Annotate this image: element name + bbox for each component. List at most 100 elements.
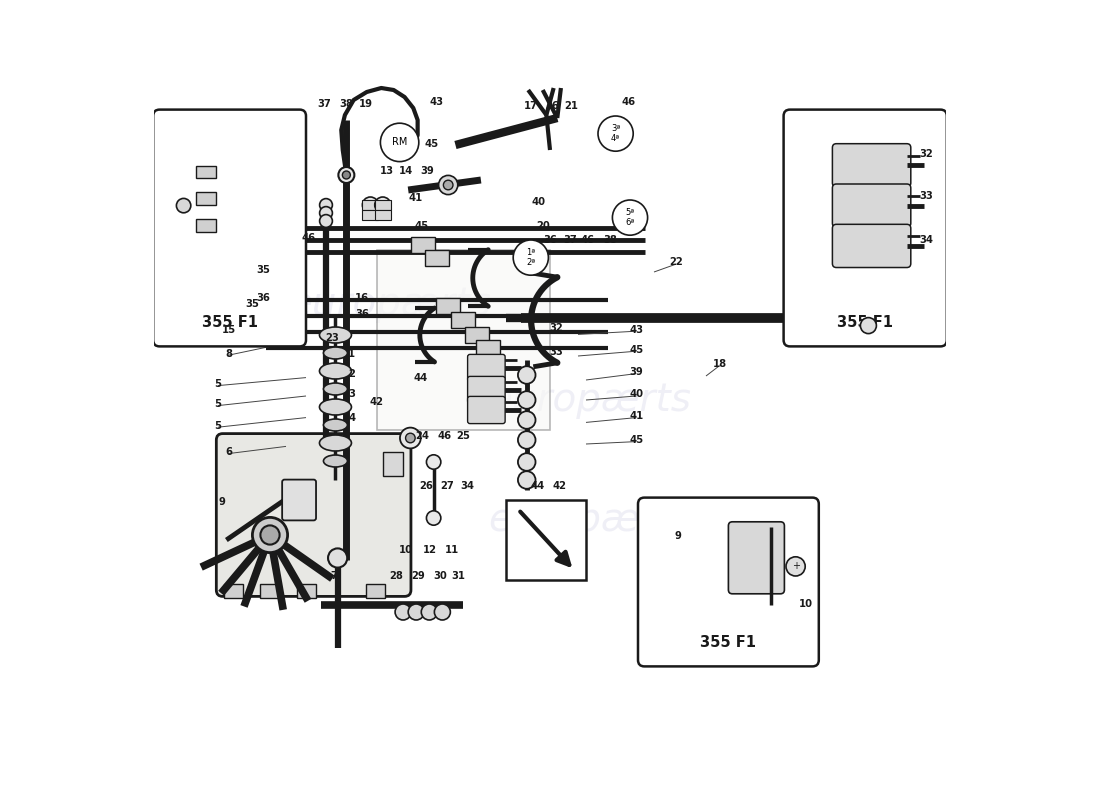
Bar [946, 0, 950, 800]
Circle shape [320, 198, 332, 211]
Circle shape [381, 123, 419, 162]
Text: 45: 45 [629, 345, 644, 354]
Text: 35: 35 [245, 299, 260, 309]
Text: 45: 45 [629, 435, 644, 445]
Text: europærts: europærts [488, 501, 692, 539]
FancyBboxPatch shape [833, 184, 911, 227]
Circle shape [786, 557, 805, 576]
Text: 38: 38 [339, 99, 353, 109]
Circle shape [421, 604, 438, 620]
Bar [465, 327, 490, 343]
Text: 22: 22 [670, 258, 683, 267]
Bar [150, 780, 950, 800]
Text: 33: 33 [550, 347, 563, 357]
Text: 9: 9 [219, 498, 225, 507]
Circle shape [514, 240, 549, 275]
Text: 24: 24 [415, 431, 429, 441]
Text: 43: 43 [629, 325, 644, 334]
Text: 20: 20 [537, 221, 550, 230]
Text: 5: 5 [214, 379, 221, 389]
Circle shape [518, 411, 536, 429]
Circle shape [439, 175, 458, 194]
Text: 15: 15 [221, 325, 235, 334]
Text: 9: 9 [674, 531, 681, 541]
Ellipse shape [323, 419, 348, 431]
Text: 46: 46 [621, 97, 636, 106]
Text: 2: 2 [349, 369, 355, 378]
FancyBboxPatch shape [468, 396, 505, 424]
Text: 13: 13 [379, 166, 394, 176]
Text: 46: 46 [438, 431, 451, 441]
Text: 44: 44 [414, 373, 428, 382]
Text: 43: 43 [429, 97, 443, 106]
Text: 34: 34 [918, 235, 933, 245]
Text: 355 F1: 355 F1 [701, 634, 757, 650]
Circle shape [395, 604, 411, 620]
Text: 36: 36 [546, 101, 559, 110]
Polygon shape [377, 250, 550, 430]
Circle shape [518, 391, 536, 409]
Circle shape [598, 116, 634, 151]
Circle shape [339, 167, 354, 183]
Text: 32: 32 [920, 149, 933, 158]
Text: 25: 25 [456, 431, 471, 441]
Ellipse shape [323, 383, 348, 395]
Circle shape [518, 431, 536, 449]
Text: 31: 31 [451, 571, 465, 581]
Text: 7: 7 [331, 571, 338, 581]
Text: +: + [792, 562, 800, 571]
Text: 10: 10 [799, 599, 813, 609]
Text: 1: 1 [348, 350, 355, 359]
Text: 12: 12 [424, 545, 437, 554]
Circle shape [427, 510, 441, 525]
Text: 355 F1: 355 F1 [202, 314, 258, 330]
Circle shape [518, 453, 536, 470]
Text: 46: 46 [581, 235, 595, 245]
Text: 44: 44 [530, 481, 544, 490]
Text: 41: 41 [408, 193, 422, 202]
Text: 4: 4 [348, 413, 355, 422]
Text: 35: 35 [256, 266, 271, 275]
Bar [362, 210, 378, 220]
Circle shape [434, 604, 450, 620]
Circle shape [613, 200, 648, 235]
Text: 36: 36 [256, 293, 271, 302]
Circle shape [518, 366, 536, 384]
Circle shape [320, 214, 332, 227]
Bar [506, 500, 586, 580]
Circle shape [261, 526, 279, 545]
Text: 42: 42 [370, 397, 384, 406]
Bar [426, 250, 449, 266]
Text: RM: RM [392, 138, 407, 147]
Text: 45: 45 [415, 221, 429, 230]
Bar [366, 584, 385, 598]
Bar [375, 210, 390, 220]
Circle shape [342, 171, 351, 179]
Text: 28: 28 [389, 571, 404, 581]
Circle shape [518, 471, 536, 489]
Text: 38: 38 [603, 235, 617, 245]
Text: 40: 40 [629, 390, 644, 399]
FancyBboxPatch shape [282, 479, 316, 520]
Ellipse shape [319, 363, 352, 379]
Text: 14: 14 [399, 166, 414, 176]
Text: 18: 18 [713, 359, 727, 369]
Text: 39: 39 [420, 166, 433, 176]
Text: 5: 5 [214, 421, 221, 430]
Circle shape [328, 549, 348, 568]
Circle shape [252, 518, 287, 553]
Circle shape [427, 454, 441, 469]
Text: 37: 37 [318, 99, 331, 109]
Text: 33: 33 [920, 191, 933, 201]
Ellipse shape [319, 327, 352, 343]
Text: 17: 17 [524, 101, 538, 110]
Text: 36: 36 [543, 235, 557, 245]
Text: 42: 42 [552, 481, 567, 490]
Text: 355 F1: 355 F1 [837, 314, 893, 330]
Ellipse shape [319, 435, 352, 451]
Ellipse shape [319, 399, 352, 415]
FancyBboxPatch shape [783, 110, 947, 346]
Bar [375, 200, 390, 210]
Text: 21: 21 [564, 101, 579, 110]
Text: 41: 41 [629, 411, 644, 421]
